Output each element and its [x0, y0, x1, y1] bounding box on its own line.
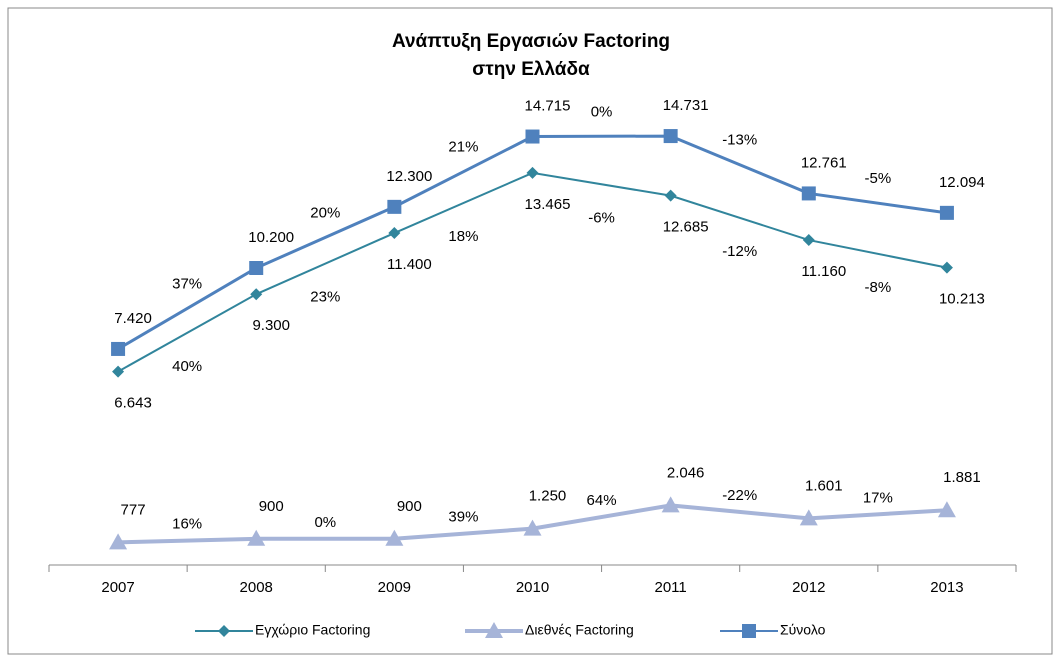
- data-point: [661, 496, 680, 513]
- data-label: 12.761: [801, 154, 847, 171]
- data-point: [388, 227, 401, 240]
- change-label: -6%: [588, 209, 615, 226]
- legend-label: Εγχώριο Factoring: [255, 622, 370, 638]
- data-label: 11.160: [801, 263, 846, 280]
- legend-marker: [485, 622, 503, 638]
- data-label: 14.731: [663, 97, 709, 114]
- x-tick-label: 2007: [101, 579, 134, 596]
- x-tick-label: 2013: [930, 579, 963, 596]
- change-label: 39%: [448, 509, 478, 526]
- data-point: [250, 288, 263, 301]
- legend-marker: [742, 624, 756, 638]
- data-label: 7.420: [114, 310, 152, 327]
- x-tick-label: 2009: [378, 579, 411, 596]
- x-tick-label: 2011: [655, 579, 687, 596]
- data-point: [523, 519, 542, 536]
- change-label: -5%: [865, 170, 892, 187]
- data-point: [937, 501, 956, 518]
- change-label: -12%: [722, 243, 757, 260]
- data-label: 10.200: [248, 229, 294, 246]
- change-label: 64%: [587, 492, 617, 509]
- data-label: 13.465: [525, 196, 571, 213]
- data-label: 900: [397, 498, 422, 515]
- change-label: 20%: [310, 204, 340, 221]
- change-label: 40%: [172, 358, 202, 375]
- change-label: 23%: [310, 289, 340, 306]
- chart-border: [7, 7, 1053, 655]
- legend-marker: [218, 625, 230, 637]
- change-label: 17%: [863, 489, 893, 506]
- data-label: 1.601: [805, 477, 843, 494]
- data-point: [939, 205, 954, 220]
- change-label: -8%: [865, 279, 892, 296]
- data-point: [799, 509, 818, 526]
- change-label: -22%: [722, 487, 757, 504]
- x-tick-label: 2012: [792, 579, 825, 596]
- data-point: [385, 529, 404, 546]
- data-label: 14.715: [525, 98, 571, 115]
- data-label: 1.250: [529, 488, 567, 505]
- data-label: 777: [121, 501, 146, 518]
- data-label: 9.300: [252, 317, 290, 334]
- chart-title: Ανάπτυξη Εργασιών Factoring: [392, 31, 670, 52]
- data-point: [111, 341, 126, 356]
- data-point: [802, 234, 815, 247]
- data-label: 10.213: [939, 291, 985, 308]
- data-label: 11.400: [387, 256, 432, 273]
- data-point: [249, 261, 264, 275]
- data-point: [940, 261, 953, 274]
- data-point: [663, 129, 678, 144]
- change-label: 18%: [448, 228, 478, 245]
- data-label: 1.881: [943, 469, 981, 486]
- data-point: [247, 529, 266, 546]
- change-label: 21%: [448, 139, 478, 156]
- data-point: [525, 129, 540, 144]
- data-label: 12.300: [386, 168, 432, 185]
- data-point: [801, 186, 816, 201]
- data-label: 2.046: [667, 464, 705, 481]
- data-point: [526, 166, 539, 179]
- change-label: 37%: [172, 275, 202, 292]
- x-tick-label: 2008: [240, 579, 273, 596]
- legend-label: Διεθνές Factoring: [525, 622, 634, 638]
- data-label: 12.094: [939, 174, 985, 191]
- chart-title: στην Ελλάδα: [472, 59, 590, 80]
- data-label: 900: [259, 498, 284, 515]
- change-label: 16%: [172, 516, 202, 533]
- change-label: -13%: [722, 132, 757, 149]
- x-tick-label: 2010: [516, 579, 549, 596]
- data-label: 12.685: [663, 219, 709, 236]
- change-label: 0%: [591, 103, 613, 120]
- data-point: [112, 365, 125, 378]
- data-point: [664, 189, 677, 202]
- data-point: [387, 199, 402, 214]
- change-label: 0%: [314, 514, 336, 531]
- data-point: [109, 533, 128, 550]
- legend-label: Σύνολο: [780, 622, 826, 638]
- data-label: 6.643: [114, 395, 152, 412]
